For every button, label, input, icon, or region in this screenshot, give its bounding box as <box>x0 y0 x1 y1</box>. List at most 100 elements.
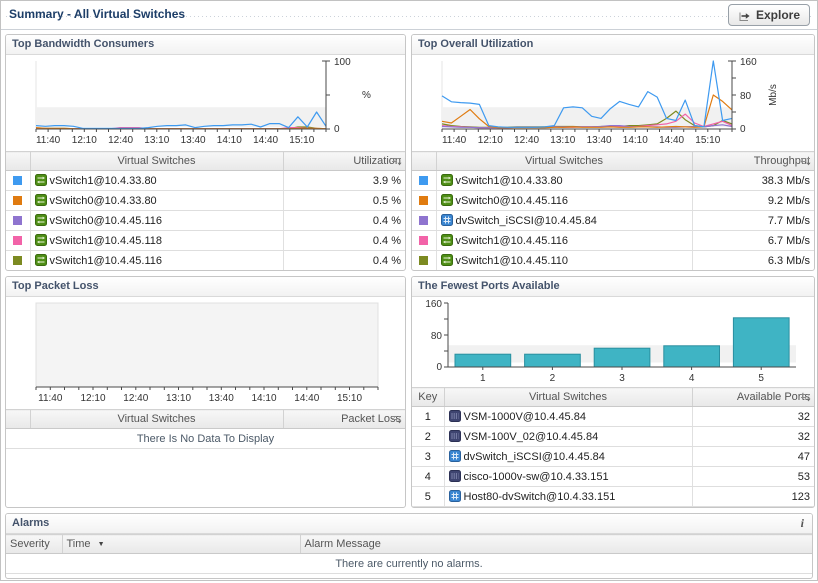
page-header: Summary - All Virtual Switches Explore <box>1 1 817 30</box>
time-column-header[interactable]: Time ▼ <box>61 534 300 554</box>
virtual-switches-column-header[interactable]: Virtual Switches <box>29 151 283 171</box>
series-color-swatch <box>419 176 429 186</box>
column-customizer-icon[interactable] <box>391 414 402 424</box>
vswitch-green-icon <box>34 234 47 246</box>
table-row[interactable]: vSwitch1@10.4.45.116 0.4 % <box>6 250 405 270</box>
table-row[interactable]: 4 cisco-1000v-sw@10.4.33.151 53 <box>412 466 814 487</box>
packet-loss-column-header[interactable]: Packet Loss <box>282 409 405 429</box>
table-row[interactable]: vSwitch0@10.4.45.116 0.4 % <box>6 210 405 231</box>
explore-button[interactable]: Explore <box>727 4 810 26</box>
svg-text:14:40: 14:40 <box>659 135 684 146</box>
series-color-cell <box>6 210 31 231</box>
switch-name: vSwitch0@10.4.45.116 <box>455 195 568 207</box>
svg-text:15:10: 15:10 <box>695 135 720 146</box>
switch-name: dvSwitch_iSCSI@10.4.45.84 <box>455 215 597 227</box>
series-color-cell <box>412 210 437 231</box>
switch-name-cell: vSwitch0@10.4.33.80 <box>30 190 284 211</box>
available-ports-column-header[interactable]: Available Ports <box>691 387 814 407</box>
series-color-swatch <box>419 236 429 246</box>
table-row[interactable]: dvSwitch_iSCSI@10.4.45.84 7.7 Mb/s <box>412 210 814 231</box>
bandwidth-table-header-row: Virtual Switches Utilization <box>6 151 405 171</box>
empty-row: There are currently no alarms. <box>6 553 812 574</box>
value-cell: 6.3 Mb/s <box>692 250 814 270</box>
svg-text:14:10: 14:10 <box>251 393 276 404</box>
column-header-label: Throughput <box>753 155 810 167</box>
severity-column-header[interactable]: Severity <box>6 534 62 554</box>
series-color-swatch <box>13 236 23 246</box>
table-row[interactable]: vSwitch0@10.4.33.80 0.5 % <box>6 190 405 211</box>
table-row[interactable]: vSwitch1@10.4.45.116 6.7 Mb/s <box>412 230 814 251</box>
vswitch-green-icon <box>440 174 453 186</box>
color-column-header[interactable] <box>6 409 30 429</box>
value-cell: 38.3 Mb/s <box>692 170 814 191</box>
value-cell: 3.9 % <box>283 170 405 191</box>
switch-name: VSM-100V_02@10.4.45.84 <box>463 431 599 443</box>
alarm-message-column-header[interactable]: Alarm Message <box>299 534 812 554</box>
color-column-header[interactable] <box>412 151 436 171</box>
dashboard-content: Top Bandwidth Consumers 11:40 12:10 12:40 1… <box>1 30 817 583</box>
svg-text:11:40: 11:40 <box>38 393 63 404</box>
series-color-swatch <box>13 216 23 226</box>
alarms-table: Severity Time ▼ Alarm Message There are … <box>6 534 812 574</box>
utilization-table-header-row: Virtual Switches Throughput <box>412 151 814 171</box>
panel-top-packet-loss: Top Packet Loss 11:40 12:10 12:40 13:10 13:4… <box>5 276 406 508</box>
table-row[interactable]: vSwitch1@10.4.33.80 38.3 Mb/s <box>412 170 814 191</box>
switch-name-cell: vSwitch1@10.4.45.116 <box>436 230 693 251</box>
series-color-cell <box>412 250 437 270</box>
table-row[interactable]: vSwitch0@10.4.45.116 9.2 Mb/s <box>412 190 814 211</box>
packet-loss-table-header-row: Virtual Switches Packet Loss <box>6 409 405 429</box>
dvswitch-blue-icon <box>448 490 461 502</box>
virtual-switches-column-header[interactable]: Virtual Switches <box>435 151 692 171</box>
switch-name-cell: cisco-1000v-sw@10.4.33.151 <box>444 466 693 487</box>
value-cell: 7.7 Mb/s <box>692 210 814 231</box>
switch-name-cell: Host80-dvSwitch@10.4.33.151 <box>444 486 693 507</box>
column-customizer-icon[interactable] <box>800 392 811 402</box>
table-row[interactable]: 1 VSM-1000V@10.4.45.84 32 <box>412 406 814 427</box>
panel-title: Top Overall Utilization <box>418 38 534 50</box>
svg-text:13:40: 13:40 <box>181 135 206 146</box>
virtual-switches-column-header[interactable]: Virtual Switches <box>29 409 283 429</box>
series-color-swatch <box>13 176 23 186</box>
column-header-label: Packet Loss <box>341 413 401 425</box>
ports-table: Key Virtual Switches Available Ports 1 VS… <box>412 387 814 507</box>
table-row[interactable]: 2 VSM-100V_02@10.4.45.84 32 <box>412 426 814 447</box>
svg-text:12:10: 12:10 <box>478 135 503 146</box>
table-row[interactable]: vSwitch1@10.4.45.118 0.4 % <box>6 230 405 251</box>
row-key: 4 <box>412 466 445 487</box>
table-row[interactable]: 5 Host80-dvSwitch@10.4.33.151 123 <box>412 486 814 507</box>
bandwidth-line-chart[interactable]: 11:40 12:10 12:40 13:10 13:40 14:10 14:40 15:10… <box>6 55 405 151</box>
panel-top-bandwidth-consumers: Top Bandwidth Consumers 11:40 12:10 12:40 1… <box>5 34 406 271</box>
vswitch-green-icon <box>34 214 47 226</box>
utilization-column-header[interactable]: Utilization <box>282 151 405 171</box>
virtual-switches-column-header[interactable]: Virtual Switches <box>443 387 692 407</box>
column-customizer-icon[interactable] <box>800 156 811 166</box>
throughput-column-header[interactable]: Throughput <box>691 151 814 171</box>
panel-title: Top Packet Loss <box>12 280 99 292</box>
available-ports-bar-chart[interactable]: 160 80 0 1 2 3 4 5 <box>412 297 814 387</box>
table-row[interactable]: vSwitch1@10.4.33.80 3.9 % <box>6 170 405 191</box>
utilization-line-chart[interactable]: 11:40 12:10 12:40 13:10 13:40 14:10 14:40 15:10… <box>412 55 814 151</box>
ports-table-header-row: Key Virtual Switches Available Ports <box>412 387 814 407</box>
info-icon[interactable]: i <box>800 516 804 530</box>
svg-text:0: 0 <box>436 362 442 373</box>
color-column-header[interactable] <box>6 151 30 171</box>
svg-text:12:10: 12:10 <box>72 135 97 146</box>
table-row[interactable]: vSwitch1@10.4.45.110 6.3 Mb/s <box>412 250 814 270</box>
svg-text:12:40: 12:40 <box>108 135 133 146</box>
column-customizer-icon[interactable] <box>391 156 402 166</box>
series-color-swatch <box>419 196 429 206</box>
key-column-header[interactable]: Key <box>412 387 444 407</box>
packet-loss-chart[interactable]: 11:40 12:10 12:40 13:10 13:40 14:10 14:40 15:10 <box>6 297 405 409</box>
svg-text:80: 80 <box>740 91 752 102</box>
cisco-navy-icon <box>448 470 461 482</box>
table-row[interactable]: 3 dvSwitch_iSCSI@10.4.45.84 47 <box>412 446 814 467</box>
panel-alarms: Alarms i Severity Time ▼ Alarm Message T… <box>5 513 813 579</box>
switch-name-cell: vSwitch1@10.4.33.80 <box>30 170 284 191</box>
value-cell: 32 <box>692 426 814 447</box>
svg-text:160: 160 <box>740 57 757 68</box>
svg-text:1: 1 <box>480 373 486 384</box>
vswitch-green-icon <box>34 174 47 186</box>
row-key: 1 <box>412 406 445 427</box>
series-color-cell <box>412 190 437 211</box>
